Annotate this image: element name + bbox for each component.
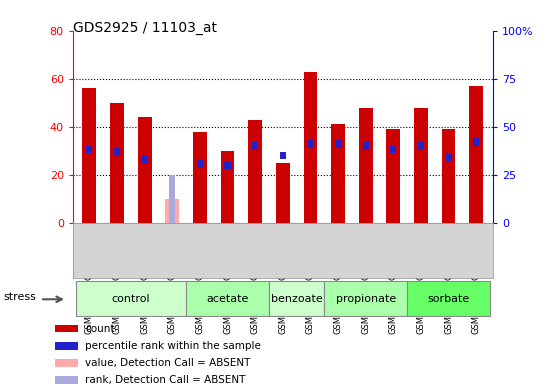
Bar	[76, 281, 186, 316]
Bar	[469, 86, 483, 223]
Bar	[225, 162, 231, 169]
Text: rank, Detection Call = ABSENT: rank, Detection Call = ABSENT	[85, 375, 245, 384]
Bar	[82, 88, 96, 223]
Bar	[55, 359, 77, 367]
Text: acetate: acetate	[206, 293, 249, 304]
Text: sorbate: sorbate	[427, 293, 470, 304]
Bar	[55, 324, 77, 333]
Bar	[324, 281, 407, 316]
Text: count: count	[85, 323, 115, 334]
Bar	[446, 154, 451, 161]
Bar	[331, 124, 345, 223]
Bar	[418, 142, 424, 149]
Bar	[114, 148, 120, 155]
Bar	[169, 175, 175, 223]
Bar	[307, 141, 314, 147]
Bar	[55, 342, 77, 350]
Bar	[110, 103, 124, 223]
Bar	[252, 142, 258, 149]
Bar	[276, 163, 290, 223]
Bar	[193, 131, 207, 223]
Bar	[304, 71, 318, 223]
Bar	[442, 129, 455, 223]
Text: value, Detection Call = ABSENT: value, Detection Call = ABSENT	[85, 358, 250, 368]
Bar	[55, 376, 77, 384]
Bar	[269, 281, 324, 316]
Bar	[473, 139, 479, 146]
Bar	[248, 119, 262, 223]
Bar	[386, 129, 400, 223]
Text: benzoate: benzoate	[270, 293, 323, 304]
Bar	[359, 108, 372, 223]
Text: stress: stress	[3, 292, 36, 302]
Text: control: control	[111, 293, 150, 304]
Bar	[186, 281, 269, 316]
Bar	[142, 156, 148, 163]
Bar	[280, 152, 286, 159]
Bar	[165, 199, 179, 223]
Bar	[390, 146, 396, 153]
Bar	[414, 108, 428, 223]
Text: GDS2925 / 11103_at: GDS2925 / 11103_at	[73, 21, 217, 35]
Bar	[335, 141, 341, 147]
Bar	[138, 117, 152, 223]
Text: percentile rank within the sample: percentile rank within the sample	[85, 341, 261, 351]
Bar	[86, 146, 92, 153]
Bar	[197, 160, 203, 167]
Bar	[221, 151, 235, 223]
Text: propionate: propionate	[335, 293, 396, 304]
Bar	[363, 142, 368, 149]
Bar	[407, 281, 490, 316]
